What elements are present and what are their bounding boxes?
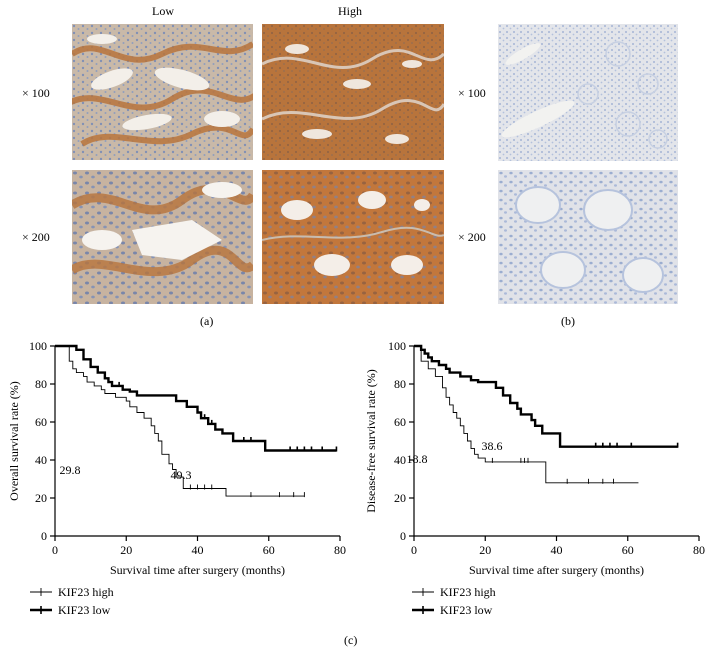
histology-image-high-x100 <box>262 24 444 160</box>
y-tick-label: 100 <box>388 339 406 353</box>
y-tick-label: 0 <box>400 529 406 543</box>
overall-survival-chart: 0 20 40 60 80 0 20 40 60 80 100 Survival time after… <box>7 339 346 617</box>
col-label-low: Low <box>152 4 174 18</box>
histology-image-low-x200 <box>72 170 253 304</box>
x-axis-label: Survival time after surgery (months) <box>110 563 285 577</box>
caption-c: (c) <box>344 633 358 647</box>
x-axis-label: Survival time after surgery (months) <box>469 563 644 577</box>
legend-label: KIF23 low <box>58 603 111 617</box>
row-label-x100-b: × 100 <box>458 86 486 100</box>
y-tick-label: 60 <box>394 415 406 429</box>
legend-label: KIF23 high <box>440 585 496 599</box>
x-tick-label: 0 <box>411 543 417 557</box>
legend-label: KIF23 low <box>440 603 493 617</box>
x-tick-label: 20 <box>479 543 491 557</box>
median-annotation: 38.6 <box>482 439 503 453</box>
y-tick-label: 80 <box>35 377 47 391</box>
caption-a: (a) <box>200 314 214 328</box>
y-tick-label: 0 <box>41 529 47 543</box>
x-tick-label: 80 <box>334 543 346 557</box>
histology-image-high-x200 <box>262 170 444 304</box>
row-label-x200-b: × 200 <box>458 230 486 244</box>
caption-b: (b) <box>561 314 575 328</box>
y-tick-label: 20 <box>35 491 47 505</box>
median-annotation: 18.8 <box>407 452 428 466</box>
y-axis-label: Disease-free survival rate (%) <box>364 369 378 513</box>
histology-image-normal-x200 <box>498 170 678 304</box>
x-tick-label: 80 <box>693 543 705 557</box>
row-label-x200-a: × 200 <box>22 230 50 244</box>
km-curve-kif23-high <box>414 345 639 484</box>
col-label-high: High <box>338 4 362 18</box>
legend-label: KIF23 high <box>58 585 114 599</box>
y-tick-label: 60 <box>35 415 47 429</box>
histology-image-low-x100 <box>72 24 253 160</box>
y-tick-label: 100 <box>29 339 47 353</box>
x-tick-label: 0 <box>52 543 58 557</box>
x-tick-label: 20 <box>120 543 132 557</box>
y-tick-label: 40 <box>394 453 406 467</box>
y-tick-label: 80 <box>394 377 406 391</box>
median-annotation: 49.3 <box>171 468 192 482</box>
km-curve-kif23-high <box>55 345 305 497</box>
x-tick-label: 40 <box>192 543 204 557</box>
x-tick-label: 60 <box>263 543 275 557</box>
median-annotation: 29.8 <box>60 463 81 477</box>
histology-image-normal-x100 <box>498 24 678 161</box>
y-tick-label: 40 <box>35 453 47 467</box>
km-curve-kif23-low <box>55 344 337 452</box>
x-tick-label: 40 <box>551 543 563 557</box>
y-tick-label: 20 <box>394 491 406 505</box>
y-axis-label: Overall survival rate (%) <box>7 381 21 501</box>
row-label-x100-a: × 100 <box>22 86 50 100</box>
disease-free-survival-chart: 0 20 40 60 80 0 20 40 60 80 100 Survival time after… <box>364 339 705 617</box>
x-tick-label: 60 <box>622 543 634 557</box>
km-curve-kif23-low <box>414 344 678 448</box>
